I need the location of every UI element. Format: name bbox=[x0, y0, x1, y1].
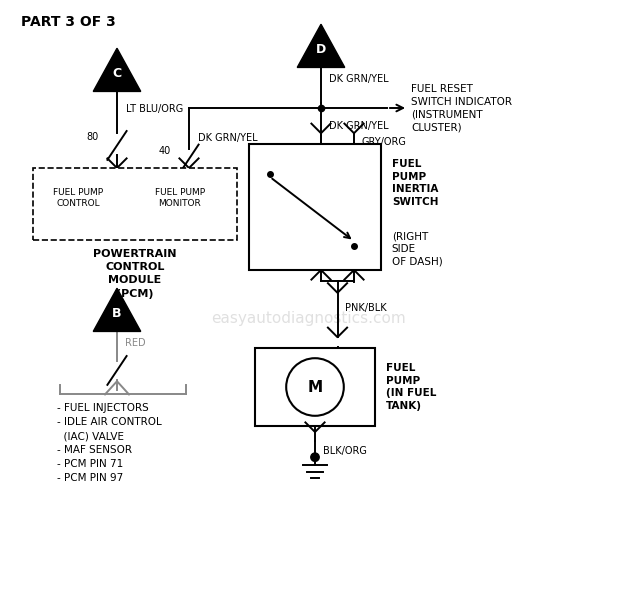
Text: 40: 40 bbox=[159, 146, 171, 156]
Polygon shape bbox=[297, 24, 345, 67]
Circle shape bbox=[311, 453, 320, 461]
Bar bbox=[33, 168, 237, 240]
Text: FUEL
PUMP
INERTIA
SWITCH: FUEL PUMP INERTIA SWITCH bbox=[392, 160, 438, 206]
Polygon shape bbox=[93, 48, 141, 91]
Bar bbox=[255, 348, 375, 426]
Text: M: M bbox=[307, 379, 323, 395]
Text: easyautodiagnostics.com: easyautodiagnostics.com bbox=[211, 311, 407, 325]
Text: DK GRN/YEL: DK GRN/YEL bbox=[329, 121, 389, 131]
Text: DK GRN/YEL: DK GRN/YEL bbox=[198, 133, 258, 143]
Text: D: D bbox=[316, 43, 326, 56]
Text: LT BLU/ORG: LT BLU/ORG bbox=[126, 104, 184, 115]
Text: B: B bbox=[112, 307, 122, 320]
Text: 80: 80 bbox=[87, 133, 99, 142]
Text: FUEL PUMP
MONITOR: FUEL PUMP MONITOR bbox=[155, 188, 205, 208]
Text: FUEL PUMP
CONTROL: FUEL PUMP CONTROL bbox=[53, 188, 103, 208]
Bar bbox=[249, 144, 381, 270]
Text: C: C bbox=[112, 67, 122, 80]
Polygon shape bbox=[93, 288, 141, 331]
Text: FUEL
PUMP
(IN FUEL
TANK): FUEL PUMP (IN FUEL TANK) bbox=[386, 364, 436, 410]
Text: RED: RED bbox=[125, 338, 146, 349]
Text: (RIGHT
SIDE
OF DASH): (RIGHT SIDE OF DASH) bbox=[392, 232, 442, 266]
Text: DK GRN/YEL: DK GRN/YEL bbox=[329, 74, 389, 85]
Circle shape bbox=[286, 358, 344, 416]
Text: PNK/BLK: PNK/BLK bbox=[345, 303, 387, 313]
Text: PART 3 OF 3: PART 3 OF 3 bbox=[21, 15, 116, 29]
Text: - FUEL INJECTORS
- IDLE AIR CONTROL
  (IAC) VALVE
- MAF SENSOR
- PCM PIN 71
- PC: - FUEL INJECTORS - IDLE AIR CONTROL (IAC… bbox=[57, 403, 162, 484]
Text: FUEL RESET
SWITCH INDICATOR
(INSTRUMENT
CLUSTER): FUEL RESET SWITCH INDICATOR (INSTRUMENT … bbox=[411, 84, 512, 132]
Text: GRY/ORG: GRY/ORG bbox=[361, 137, 406, 147]
Text: BLK/ORG: BLK/ORG bbox=[323, 446, 366, 456]
Text: POWERTRAIN
CONTROL
MODULE
(PCM): POWERTRAIN CONTROL MODULE (PCM) bbox=[93, 249, 177, 299]
